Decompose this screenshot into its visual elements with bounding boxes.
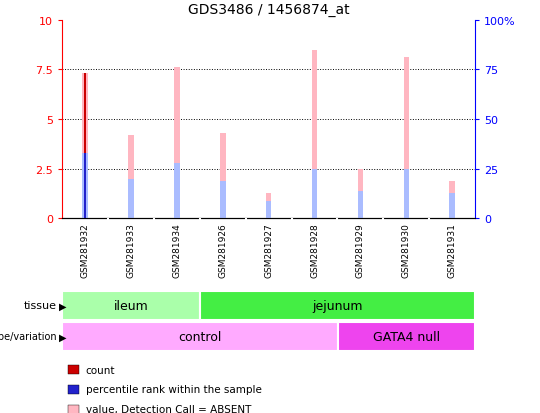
Text: control: control: [178, 330, 221, 343]
Text: GSM281931: GSM281931: [448, 222, 457, 277]
Bar: [62, 322, 338, 351]
Bar: [357, 169, 363, 219]
Text: ileum: ileum: [113, 299, 148, 312]
Text: GSM281927: GSM281927: [264, 222, 273, 277]
Text: tissue: tissue: [24, 301, 57, 311]
Bar: [338, 322, 475, 351]
Text: GSM281932: GSM281932: [80, 222, 90, 277]
Title: GDS3486 / 1456874_at: GDS3486 / 1456874_at: [188, 3, 349, 17]
Bar: [128, 135, 134, 219]
Bar: [312, 169, 318, 219]
Text: GSM281928: GSM281928: [310, 222, 319, 277]
Bar: [84, 74, 86, 219]
Bar: [82, 154, 88, 219]
Bar: [174, 68, 180, 219]
Text: GSM281934: GSM281934: [172, 222, 181, 277]
Bar: [220, 134, 226, 219]
Text: GSM281933: GSM281933: [126, 222, 136, 277]
Bar: [62, 291, 200, 320]
Text: genotype/variation: genotype/variation: [0, 332, 57, 342]
Bar: [84, 154, 86, 219]
Bar: [128, 179, 134, 219]
Bar: [200, 291, 475, 320]
Text: percentile rank within the sample: percentile rank within the sample: [86, 385, 262, 394]
Bar: [174, 164, 180, 219]
Bar: [266, 193, 272, 219]
Text: GSM281929: GSM281929: [356, 222, 365, 277]
Text: ▶: ▶: [59, 301, 67, 311]
Bar: [82, 74, 88, 219]
Bar: [449, 181, 455, 219]
Bar: [220, 181, 226, 219]
Bar: [357, 191, 363, 219]
Text: GSM281926: GSM281926: [218, 222, 227, 277]
Text: jejunum: jejunum: [312, 299, 363, 312]
Bar: [403, 169, 409, 219]
Text: GSM281930: GSM281930: [402, 222, 411, 277]
Text: count: count: [86, 365, 116, 375]
Bar: [449, 193, 455, 219]
Text: GATA4 null: GATA4 null: [373, 330, 440, 343]
Text: ▶: ▶: [59, 332, 67, 342]
Bar: [312, 50, 318, 219]
Text: value, Detection Call = ABSENT: value, Detection Call = ABSENT: [86, 404, 251, 413]
Bar: [266, 201, 272, 219]
Bar: [403, 58, 409, 219]
